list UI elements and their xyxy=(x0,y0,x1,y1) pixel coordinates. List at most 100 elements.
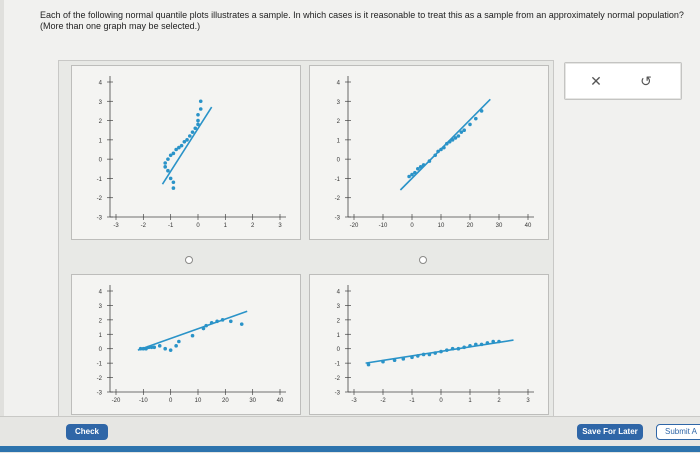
close-icon[interactable]: ✕ xyxy=(590,73,602,89)
data-point xyxy=(198,107,203,111)
x-tick-label: 40 xyxy=(277,398,284,404)
y-tick-label: 0 xyxy=(337,158,341,164)
data-point xyxy=(421,163,426,167)
x-tick-label: 3 xyxy=(526,398,530,404)
y-tick-label: -2 xyxy=(335,376,341,382)
y-tick-label: 3 xyxy=(99,100,103,106)
data-point xyxy=(416,166,420,171)
data-point xyxy=(433,153,437,158)
save-for-later-button[interactable]: Save For Later xyxy=(577,424,643,440)
reference-line xyxy=(161,106,213,185)
y-tick-label: -2 xyxy=(335,196,341,202)
data-point xyxy=(168,348,173,352)
data-point xyxy=(149,345,154,350)
x-tick-label: 0 xyxy=(169,398,173,404)
data-point xyxy=(459,130,464,134)
data-point xyxy=(163,346,167,351)
data-point xyxy=(182,139,187,144)
y-tick-label: 3 xyxy=(337,100,341,106)
y-tick-label: 4 xyxy=(337,81,341,87)
data-point xyxy=(174,147,178,152)
x-tick-label: 20 xyxy=(467,223,474,229)
data-point xyxy=(450,138,455,142)
y-tick-label: 0 xyxy=(99,158,103,164)
data-point xyxy=(166,157,170,161)
x-tick-label: -2 xyxy=(141,223,147,229)
data-point xyxy=(456,134,461,138)
x-tick-label: -10 xyxy=(379,223,388,229)
data-point xyxy=(171,180,176,185)
data-point xyxy=(152,345,157,350)
answer-toolbox: ✕ ↺ xyxy=(564,62,682,100)
data-point xyxy=(138,346,143,351)
data-point xyxy=(468,122,472,127)
data-point xyxy=(220,318,225,322)
bottom-bar xyxy=(0,446,700,452)
quantile-plot-1: 4 3 2 1 0 -1 -2 -3 -3 -2 -1 0 1 2 3 xyxy=(97,76,286,229)
x-tick-label: -2 xyxy=(380,398,386,404)
data-point xyxy=(229,319,233,324)
y-tick-label: 1 xyxy=(337,138,341,144)
plot-2-radio[interactable] xyxy=(419,256,427,264)
x-tick-label: 10 xyxy=(195,398,202,404)
y-tick-label: 1 xyxy=(337,333,341,339)
data-point xyxy=(433,351,437,355)
reference-line xyxy=(137,310,248,351)
question-text: Each of the following normal quantile pl… xyxy=(40,10,684,31)
x-tick-label: 3 xyxy=(278,223,282,229)
data-point xyxy=(491,339,495,344)
x-tick-label: 2 xyxy=(497,398,501,404)
y-tick-label: 4 xyxy=(337,290,341,296)
x-tick-label: 0 xyxy=(439,398,443,404)
left-edge xyxy=(0,0,4,452)
x-tick-label: 30 xyxy=(496,223,503,229)
data-point xyxy=(215,319,219,324)
data-point xyxy=(193,126,198,131)
data-point xyxy=(171,186,176,190)
data-point xyxy=(410,355,414,360)
data-point xyxy=(196,118,200,123)
y-tick-label: -1 xyxy=(97,362,103,368)
y-tick-label: -2 xyxy=(97,196,103,202)
y-tick-label: -3 xyxy=(97,216,103,222)
data-point xyxy=(188,134,192,138)
data-point xyxy=(392,358,397,363)
data-point xyxy=(157,344,162,348)
y-tick-label: 4 xyxy=(99,290,103,296)
data-point xyxy=(381,359,385,364)
plot-option-1[interactable]: 4 3 2 1 0 -1 -2 -3 -3 -2 -1 0 1 2 3 xyxy=(71,65,301,240)
x-tick-label: -20 xyxy=(112,398,121,404)
data-point xyxy=(447,139,452,144)
undo-icon[interactable]: ↺ xyxy=(640,73,652,89)
plot-option-4[interactable]: 4 3 2 1 0 -1 -2 -3 -3 -2 -1 0 1 2 3 xyxy=(309,274,549,415)
data-point xyxy=(174,344,178,348)
data-point xyxy=(168,153,173,158)
check-button[interactable]: Check xyxy=(66,424,108,440)
quantile-plot-4: 4 3 2 1 0 -1 -2 -3 -3 -2 -1 0 1 2 3 xyxy=(335,285,534,404)
data-point xyxy=(185,138,189,142)
data-point xyxy=(366,362,371,367)
data-point xyxy=(179,143,184,148)
data-point xyxy=(141,346,146,351)
data-point xyxy=(190,333,195,338)
data-point xyxy=(468,344,472,348)
y-tick-label: 3 xyxy=(99,304,103,310)
plot-1-radio[interactable] xyxy=(185,256,193,264)
y-tick-label: 1 xyxy=(99,333,103,339)
data-point xyxy=(427,159,432,163)
submit-button[interactable]: Submit A xyxy=(656,424,700,440)
data-point xyxy=(166,168,170,173)
y-tick-label: 0 xyxy=(99,347,103,353)
y-tick-label: 4 xyxy=(99,81,103,87)
data-point xyxy=(168,176,173,181)
plot-option-2[interactable]: 4 3 2 1 0 -1 -2 -3 -20 -10 0 10 20 30 40 xyxy=(309,65,549,240)
data-point xyxy=(177,145,181,150)
data-point xyxy=(462,128,466,133)
y-tick-label: 1 xyxy=(99,138,103,144)
data-point xyxy=(416,354,420,358)
data-point xyxy=(407,174,411,179)
x-tick-label: 1 xyxy=(224,223,228,229)
plot-option-3[interactable]: 4 3 2 1 0 -1 -2 -3 -20 -10 0 10 20 30 40 xyxy=(71,274,301,415)
